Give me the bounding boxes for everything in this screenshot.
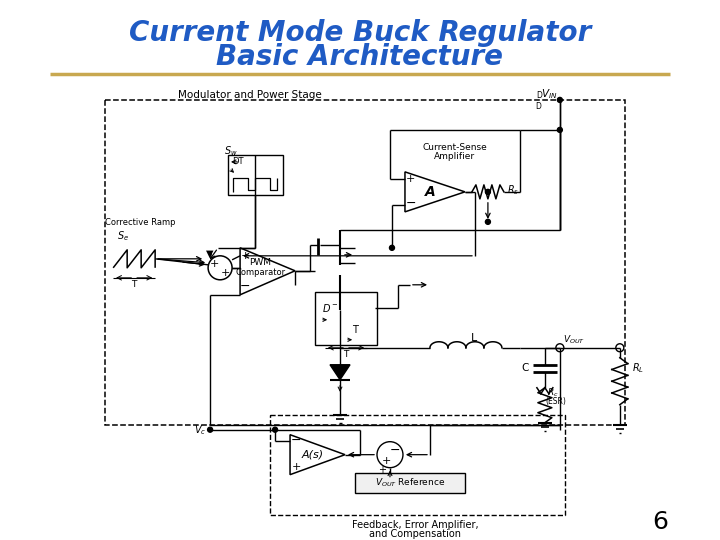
Circle shape [556,344,564,352]
Text: and Compensation: and Compensation [369,529,461,538]
Text: Corrective Ramp: Corrective Ramp [105,218,176,227]
Text: T: T [132,280,137,289]
Bar [105,100,625,424]
Text: $V_{OUT}$: $V_{OUT}$ [563,334,585,346]
Text: D: D [535,103,541,111]
Text: +: + [406,174,415,184]
Text: +: + [210,259,219,269]
Text: Comparator: Comparator [235,268,285,278]
Circle shape [557,345,562,350]
Text: Current Mode Buck Regulator: Current Mode Buck Regulator [129,19,591,47]
Text: −: − [390,444,400,457]
Circle shape [557,97,562,103]
Text: ▼: ▼ [207,249,214,259]
Text: $R_s$: $R_s$ [507,183,519,197]
Text: A(s): A(s) [302,450,324,460]
Bar [228,155,283,195]
Text: +: + [292,462,301,471]
Circle shape [208,256,232,280]
Circle shape [557,127,562,132]
Polygon shape [290,435,345,475]
Circle shape [390,245,395,251]
Text: Modulator and Power Stage: Modulator and Power Stage [179,90,322,100]
Text: (ESR): (ESR) [546,397,567,406]
Text: +: + [240,251,250,261]
Bar [315,292,377,345]
Text: DT: DT [232,157,243,166]
Text: Current-Sense: Current-Sense [423,144,487,152]
Text: PWM: PWM [249,258,271,267]
Bar [270,415,565,515]
Text: +: + [382,456,391,465]
Text: $V_{IN}$: $V_{IN}$ [541,87,557,101]
Circle shape [616,344,624,352]
Bar [355,472,465,492]
Text: $S_w$: $S_w$ [224,144,238,158]
Text: A: A [425,185,436,199]
Text: T: T [343,350,348,359]
Text: Feedback, Error Amplifier,: Feedback, Error Amplifier, [351,519,478,530]
Text: $R_L$: $R_L$ [632,361,644,375]
Text: +: + [220,268,230,278]
Text: $D^-$: $D^-$ [322,302,338,314]
Text: Basic Architecture: Basic Architecture [217,43,503,71]
Circle shape [207,427,212,432]
Polygon shape [330,364,350,380]
Text: $R_c$: $R_c$ [547,387,559,399]
Text: −: − [291,434,301,447]
Text: 6: 6 [652,510,667,534]
Circle shape [377,442,403,468]
Circle shape [273,427,277,432]
Text: T: T [352,325,358,335]
Text: $V_{OUT}$ Reference: $V_{OUT}$ Reference [375,476,445,489]
Text: L: L [471,333,477,343]
Text: C: C [521,363,529,373]
Text: $S_e$: $S_e$ [117,229,129,243]
Text: −: − [405,197,416,211]
Text: +: + [378,464,386,475]
Polygon shape [240,248,295,295]
Text: $V_c$: $V_c$ [194,423,206,437]
Circle shape [485,190,490,194]
Text: Amplifier: Amplifier [434,152,475,161]
Polygon shape [405,172,465,212]
Text: D: D [536,91,541,100]
Text: −: − [240,280,251,293]
Circle shape [485,219,490,224]
